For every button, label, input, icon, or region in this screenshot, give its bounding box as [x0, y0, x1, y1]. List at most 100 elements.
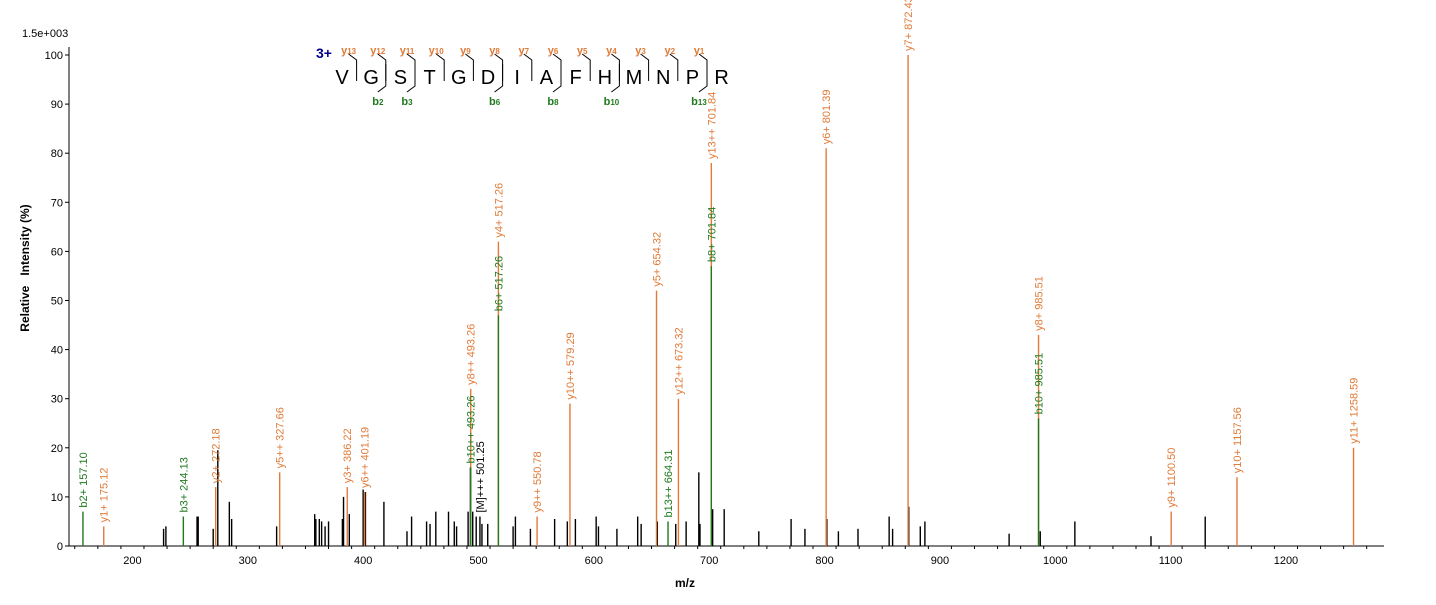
peak-label: y3+ 386.22 [342, 428, 354, 483]
residue: S [394, 67, 407, 89]
peak-label: y11+ 1258.59 [1349, 378, 1361, 444]
peak-label: y5++ 327.66 [275, 407, 287, 468]
b-ion-bracket [494, 64, 504, 93]
y-tick-label: 10 [51, 492, 63, 504]
b-ion-bracket [552, 64, 562, 93]
b-ion-marker: b2 [372, 96, 384, 108]
peak-label: b6+ 517.26 [493, 256, 505, 311]
peak-label: y7+ 872.43 [903, 0, 915, 51]
b-ion-marker: b8 [547, 96, 559, 108]
y-tick-label: 60 [51, 246, 63, 258]
peak-label: b2+ 157.10 [78, 452, 90, 507]
b-ion-marker: b13 [691, 96, 707, 108]
y-ion-bracket [406, 53, 416, 81]
peak-label: b3+ 244.13 [178, 457, 190, 512]
y-tick-label: 90 [51, 99, 63, 111]
peak-label: b10++ 493.26 [466, 396, 478, 464]
y-ion-bracket [435, 53, 445, 81]
b-ion-marker: b6 [489, 96, 501, 108]
peaks [82, 55, 1355, 546]
x-tick-label: 500 [469, 555, 487, 567]
y-tick-label: 70 [51, 197, 63, 209]
y-tick-label: 20 [51, 443, 63, 455]
y-axis-title: Relative Intensity (%) [18, 204, 32, 331]
x-axis-title: m/z [675, 576, 695, 590]
residue: F [569, 67, 581, 89]
y-ion-bracket [348, 53, 358, 81]
y-ion-marker: y12 [370, 45, 386, 57]
peak-label: y8++ 493.26 [466, 324, 478, 385]
y-ion-marker: y6 [548, 45, 559, 57]
y-ion-bracket [523, 53, 533, 81]
y-ion-bracket [377, 53, 387, 81]
b-ion-marker: b3 [401, 96, 413, 108]
x-tick-label: 900 [931, 555, 949, 567]
y-ion-marker: y10 [429, 45, 445, 57]
peak-label: y10+ 1157.56 [1232, 407, 1244, 473]
b-ion-bracket [377, 64, 387, 93]
y-tick-label: 80 [51, 148, 63, 160]
y-ion-bracket [552, 53, 562, 81]
peak-label: b13++ 664.31 [663, 450, 675, 518]
peak-label: y13++ 701.84 [706, 92, 718, 159]
residue: G [363, 67, 379, 89]
residue: P [686, 67, 699, 89]
y-ion-bracket [698, 53, 708, 81]
peak-label: y8+ 985.51 [1034, 276, 1046, 331]
x-tick-label: 700 [700, 555, 718, 567]
x-tick-label: 800 [815, 555, 833, 567]
peak-label: b10+ 985.51 [1034, 353, 1046, 414]
axes: 0 10 20 30 40 50 60 70 80 90 100 200 300 400 500 600 700… [45, 47, 1384, 567]
x-tick-label: 400 [354, 555, 372, 567]
intensity-scale-label: 1.5e+003 [22, 28, 68, 40]
x-tick-label: 600 [585, 555, 603, 567]
b-ion-bracket [611, 64, 620, 93]
y-ion-bracket [494, 53, 504, 81]
y-ion-marker: y13 [341, 45, 357, 57]
peak-label: y6+ 801.39 [821, 90, 833, 145]
residue: T [423, 67, 435, 89]
peak-label: y9+ 1100.50 [1166, 448, 1178, 508]
peak-label: b8+ 701.84 [706, 207, 718, 262]
x-tick-label: 1000 [1043, 555, 1067, 567]
residue: M [626, 67, 643, 89]
charge-state-label: 3+ [316, 45, 332, 61]
peak-label: y5+ 654.32 [652, 232, 664, 287]
b-ion-bracket [698, 64, 708, 93]
y-ion-marker: y11 [400, 45, 415, 57]
residue: A [540, 67, 554, 89]
peak-label: y4+ 517.26 [493, 183, 505, 238]
b-ion-bracket [406, 64, 416, 93]
y-ion-bracket [669, 53, 679, 81]
peak-label: y6++ 401.19 [360, 427, 372, 488]
x-tick-label: 1100 [1159, 555, 1183, 567]
peak-labels: b2+ 157.10 y1+ 175.12 b3+ 244.13 y2+ 272.18… [78, 0, 1361, 522]
peak-label: [M]+++ 501.25 [475, 441, 487, 512]
peak-label: y1+ 175.12 [99, 468, 111, 523]
residue: D [481, 67, 495, 89]
y-ion-marker: y4 [606, 45, 617, 57]
y-ion-bracket [611, 53, 620, 81]
y-ion-marker: y1 [694, 45, 705, 57]
residue: G [451, 67, 467, 89]
y-ion-marker: y9 [460, 45, 471, 57]
x-tick-label: 300 [239, 555, 257, 567]
y-tick-label: 30 [51, 394, 63, 406]
peak-label: y12++ 673.32 [673, 327, 685, 394]
y-ion-marker: y8 [489, 45, 500, 57]
y-ion-marker: y2 [665, 45, 676, 57]
x-tick-label: 1200 [1274, 555, 1298, 567]
peak-label: y10++ 579.29 [565, 332, 577, 399]
y-ion-marker: y3 [635, 45, 646, 57]
residue: R [714, 67, 728, 89]
residue: N [656, 67, 670, 89]
residue: I [514, 67, 520, 89]
residue: H [598, 67, 612, 89]
y-ion-bracket [581, 53, 591, 81]
y-ion-bracket [465, 53, 474, 81]
y-tick-label: 100 [45, 50, 63, 62]
y-ion-marker: y5 [577, 45, 588, 57]
x-tick-label: 200 [123, 555, 141, 567]
y-tick-label: 0 [57, 541, 63, 553]
